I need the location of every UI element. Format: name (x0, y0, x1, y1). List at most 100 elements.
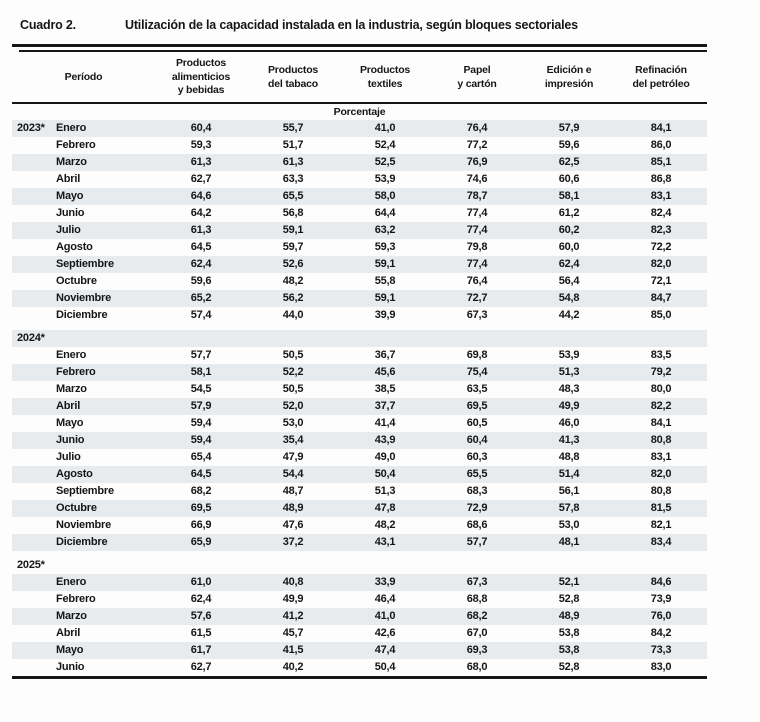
value-cell: 76,4 (431, 120, 524, 137)
value-cell: 69,5 (431, 398, 524, 415)
year-cell (12, 398, 54, 415)
value-cell: 81,5 (615, 500, 708, 517)
table-row: Diciembre 65,9 37,2 43,1 57,7 48,1 83,4 (12, 534, 708, 551)
value-cell: 39,9 (374, 309, 396, 321)
month-cell: Agosto (54, 466, 156, 483)
table-row: Junio 64,2 56,8 64,4 77,4 61,2 82,4 (12, 205, 707, 222)
table-row: Abril 61,5 45,7 42,6 67,0 53,8 84,2 (12, 625, 707, 642)
value-cell: 82,3 (615, 222, 708, 239)
month-cell: Octubre (56, 275, 97, 287)
year-cell (12, 381, 54, 398)
value-cell: 61,3 (247, 154, 340, 171)
month-cell: Diciembre (54, 534, 156, 551)
value-cell: 62,7 (190, 173, 212, 185)
year-cell (12, 517, 54, 534)
value-cell: 68,3 (466, 485, 488, 497)
value-cell: 85,0 (650, 309, 672, 321)
value-cell: 58,1 (523, 188, 616, 205)
value-cell: 59,4 (155, 432, 248, 449)
column-header-sector: Refinación del petróleo (615, 53, 708, 104)
value-cell: 58,0 (339, 188, 432, 205)
value-cell: 50,5 (282, 349, 304, 361)
value-cell: 62,4 (190, 593, 212, 605)
month-cell: Febrero (56, 593, 96, 605)
table-row: Mayo 59,4 53,0 41,4 60,5 46,0 84,1 (12, 415, 707, 432)
year-cell (12, 591, 54, 608)
value-cell: 82,2 (615, 398, 708, 415)
value-cell: 83,0 (650, 661, 672, 673)
table-row: Octubre 59,6 48,2 55,8 76,4 56,4 72,1 (12, 273, 707, 290)
month-cell: Abril (56, 173, 81, 185)
table-row: Febrero 58,1 52,2 45,6 75,4 51,3 79,2 (12, 364, 708, 381)
table-row: Agosto 64,5 59,7 59,3 79,8 60,0 72,2 (12, 239, 707, 256)
value-cell: 59,1 (339, 290, 432, 307)
value-cell: 65,5 (431, 466, 524, 483)
value-cell: 86,0 (650, 139, 672, 151)
year-cell (12, 500, 54, 517)
top-rule-thick (12, 44, 707, 47)
year-cell (12, 432, 54, 449)
year-cell (12, 659, 54, 678)
value-cell: 59,4 (190, 417, 212, 429)
value-cell: 51,4 (523, 466, 616, 483)
table-row: Mayo 61,7 41,5 47,4 69,3 53,8 73,3 (12, 642, 708, 659)
value-cell: 47,4 (339, 642, 432, 659)
value-cell: 36,7 (374, 349, 396, 361)
value-cell: 61,7 (155, 642, 248, 659)
table-row: Febrero 59,3 51,7 52,4 77,2 59,6 86,0 (12, 137, 707, 154)
value-cell: 72,7 (431, 290, 524, 307)
table-row: Octubre 69,5 48,9 47,8 72,9 57,8 81,5 (12, 500, 708, 517)
value-cell: 82,1 (650, 519, 672, 531)
value-cell: 40,8 (247, 574, 340, 591)
value-cell: 48,2 (374, 519, 396, 531)
value-cell: 33,9 (339, 574, 432, 591)
value-cell: 48,9 (523, 608, 616, 625)
value-cell: 64,5 (190, 241, 212, 253)
value-cell: 60,3 (466, 451, 488, 463)
value-cell: 53,8 (558, 627, 580, 639)
value-cell: 72,2 (650, 241, 672, 253)
value-cell: 57,4 (190, 309, 212, 321)
value-cell: 62,4 (523, 256, 616, 273)
value-cell: 44,2 (558, 309, 580, 321)
value-cell: 63,3 (282, 173, 304, 185)
table-row: Julio 61,3 59,1 63,2 77,4 60,2 82,3 (12, 222, 708, 239)
year-cell (12, 307, 54, 324)
value-cell: 59,6 (558, 139, 580, 151)
month-cell: Mayo (54, 188, 156, 205)
value-cell: 54,4 (247, 466, 340, 483)
value-cell: 57,7 (431, 534, 524, 551)
month-cell: Febrero (56, 139, 96, 151)
value-cell: 48,1 (523, 534, 616, 551)
table-row: Febrero 62,4 49,9 46,4 68,8 52,8 73,9 (12, 591, 707, 608)
value-cell: 76,4 (466, 275, 488, 287)
month-cell: Marzo (54, 608, 156, 625)
value-cell: 41,4 (374, 417, 396, 429)
value-cell: 61,3 (155, 154, 248, 171)
value-cell: 72,9 (431, 500, 524, 517)
year-cell (12, 347, 54, 364)
value-cell: 60,2 (523, 222, 616, 239)
value-cell: 54,5 (190, 383, 212, 395)
value-cell: 48,9 (247, 500, 340, 517)
value-cell: 52,5 (339, 154, 432, 171)
year-label: 2025* (17, 559, 45, 571)
year-cell (12, 534, 54, 551)
value-cell: 59,1 (339, 256, 432, 273)
value-cell: 53,9 (374, 173, 396, 185)
value-cell: 62,5 (523, 154, 616, 171)
value-cell: 41,0 (339, 608, 432, 625)
value-cell: 61,5 (190, 627, 212, 639)
table-row: Diciembre 57,4 44,0 39,9 67,3 44,2 85,0 (12, 307, 707, 324)
year-cell: 2023* (12, 120, 54, 137)
value-cell: 57,6 (155, 608, 248, 625)
value-cell: 47,9 (282, 451, 304, 463)
value-cell: 73,3 (615, 642, 708, 659)
value-cell: 47,6 (282, 519, 304, 531)
value-cell: 59,1 (247, 222, 340, 239)
table-row: Junio 62,7 40,2 50,4 68,0 52,8 83,0 (12, 659, 707, 678)
value-cell: 52,0 (247, 398, 340, 415)
table-row: Noviembre 65,2 56,2 59,1 72,7 54,8 84,7 (12, 290, 708, 307)
value-cell: 69,5 (155, 500, 248, 517)
value-cell: 56,4 (558, 275, 580, 287)
